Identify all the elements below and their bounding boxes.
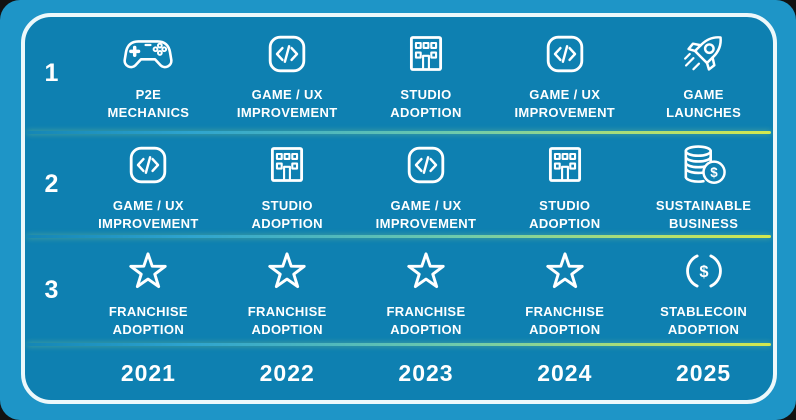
coins-icon [680, 141, 728, 189]
row-number: 1 [44, 59, 60, 88]
building-icon [544, 141, 586, 189]
roadmap-cell: GAME LAUNCHES [634, 26, 773, 122]
roadmap-panel: 1 P2E MECHANICS GAME / UX IMPROVEMENT ST… [21, 13, 777, 404]
roadmap-cell: GAME / UX IMPROVEMENT [495, 26, 634, 122]
code-icon [128, 141, 168, 189]
year-label-2023: 2023 [398, 359, 454, 386]
row-divider [27, 130, 771, 134]
year-label-2022: 2022 [259, 359, 315, 386]
cell-label: STUDIO ADOPTION [529, 197, 601, 231]
cell-label: GAME LAUNCHES [666, 86, 742, 120]
cell-label: P2E MECHANICS [107, 86, 190, 120]
roadmap-cell: STUDIO ADOPTION [357, 26, 496, 122]
code-icon [406, 141, 446, 189]
building-icon [405, 30, 447, 78]
cell-label: FRANCHISE ADOPTION [108, 303, 188, 337]
star-icon [266, 247, 308, 295]
roadmap-cell: STABLECOIN ADOPTION [634, 243, 773, 339]
code-icon [545, 30, 585, 78]
cell-label: STUDIO ADOPTION [251, 197, 323, 231]
roadmap-row-3: 3 FRANCHISE ADOPTION FRANCHISE ADOPTION … [25, 238, 773, 343]
roadmap-cell: FRANCHISE ADOPTION [79, 243, 218, 339]
cell-label: STUDIO ADOPTION [390, 86, 462, 120]
year-label-2024: 2024 [537, 359, 593, 386]
stablecoin-icon [683, 247, 725, 295]
cell-label: FRANCHISE ADOPTION [386, 303, 466, 337]
row-divider [27, 235, 771, 239]
cell-label: FRANCHISE ADOPTION [247, 303, 327, 337]
cell-label: GAME / UX IMPROVEMENT [236, 86, 338, 120]
star-icon [544, 247, 586, 295]
roadmap-cell: STUDIO ADOPTION [218, 137, 357, 233]
roadmap-row-2: 2 GAME / UX IMPROVEMENT STUDIO ADOPTION … [25, 134, 773, 236]
roadmap-row-1: 1 P2E MECHANICS GAME / UX IMPROVEMENT ST… [25, 17, 773, 131]
cell-label: GAME / UX IMPROVEMENT [514, 86, 616, 120]
roadmap-cell: FRANCHISE ADOPTION [357, 243, 496, 339]
star-icon [127, 247, 169, 295]
roadmap-cell: FRANCHISE ADOPTION [218, 243, 357, 339]
row-divider [27, 343, 771, 347]
years-row: 2021 2022 2023 2024 2025 [25, 346, 773, 400]
cell-label: FRANCHISE ADOPTION [525, 303, 605, 337]
cell-label: GAME / UX IMPROVEMENT [375, 197, 477, 231]
year-label-2021: 2021 [120, 359, 176, 386]
year-label-2025: 2025 [676, 359, 732, 386]
building-icon [266, 141, 308, 189]
roadmap-cell: GAME / UX IMPROVEMENT [357, 137, 496, 233]
roadmap-cell: FRANCHISE ADOPTION [495, 243, 634, 339]
roadmap-cell: GAME / UX IMPROVEMENT [79, 137, 218, 233]
roadmap-cell: STUDIO ADOPTION [495, 137, 634, 233]
cell-label: GAME / UX IMPROVEMENT [98, 197, 199, 231]
roadmap-cell: P2E MECHANICS [79, 26, 218, 122]
row-number: 2 [44, 170, 60, 199]
rocket-icon [681, 30, 727, 78]
gamepad-icon [121, 30, 175, 78]
row-number: 3 [44, 276, 60, 305]
roadmap-cell: SUSTAINABLE BUSINESS [634, 137, 773, 233]
cell-label: STABLECOIN ADOPTION [660, 303, 748, 337]
star-icon [405, 247, 447, 295]
cell-label: SUSTAINABLE BUSINESS [655, 197, 752, 231]
code-icon [267, 30, 307, 78]
roadmap-cell: GAME / UX IMPROVEMENT [218, 26, 357, 122]
